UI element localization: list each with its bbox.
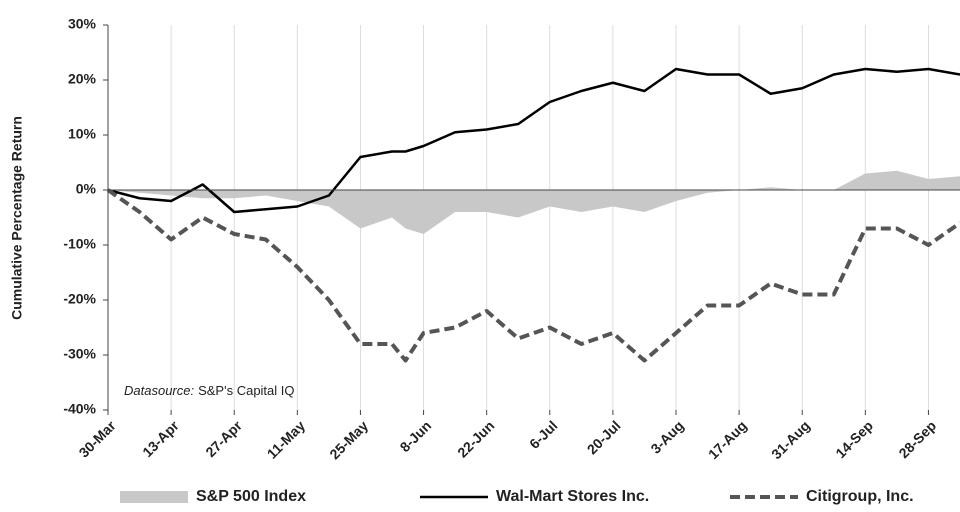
- legend-label: S&P 500 Index: [196, 488, 306, 505]
- x-tick-label: 17-Aug: [705, 417, 750, 462]
- line: [107, 67, 960, 214]
- area: [108, 170, 960, 234]
- legend-label: Citigroup, Inc.: [806, 488, 914, 505]
- x-tick-label: 13-Apr: [139, 417, 182, 460]
- x-tick-label: 14-Sep: [832, 417, 876, 461]
- x-tick-label: 3-Aug: [647, 417, 686, 456]
- legend-label: Wal-Mart Stores Inc.: [496, 488, 649, 505]
- x-tick-label: 30-Mar: [76, 417, 120, 461]
- x-tick-label: 22-Jun: [454, 417, 497, 460]
- x-tick-label: 6-Jul: [526, 417, 560, 451]
- y-tick-label: -10%: [63, 236, 96, 252]
- annotation-label: Datasource:: [124, 383, 194, 398]
- legend-swatch: [120, 491, 188, 503]
- y-tick-label: 10%: [68, 126, 97, 142]
- x-tick-label: 28-Sep: [895, 417, 939, 461]
- y-axis-label: Cumulative Percentage Return: [9, 116, 25, 320]
- x-tick-label: 20-Jul: [584, 417, 624, 457]
- x-tick-label: 11-May: [264, 417, 308, 461]
- annotation: Datasource: S&P's Capital IQ: [124, 383, 295, 398]
- y-tick-label: 30%: [68, 16, 97, 32]
- y-tick-label: -20%: [63, 291, 96, 307]
- line: [106, 188, 960, 363]
- y-tick-label: 20%: [68, 71, 97, 87]
- x-tick-label: 31-Aug: [768, 417, 813, 462]
- x-tick-label: 27-Apr: [202, 417, 245, 460]
- y-tick-label: 0%: [76, 181, 97, 197]
- x-tick-label: 8-Jun: [397, 417, 435, 455]
- y-tick-label: -40%: [63, 401, 96, 417]
- x-tick-label: 25-May: [326, 417, 371, 462]
- annotation-text: S&P's Capital IQ: [198, 383, 294, 398]
- y-tick-label: -30%: [63, 346, 96, 362]
